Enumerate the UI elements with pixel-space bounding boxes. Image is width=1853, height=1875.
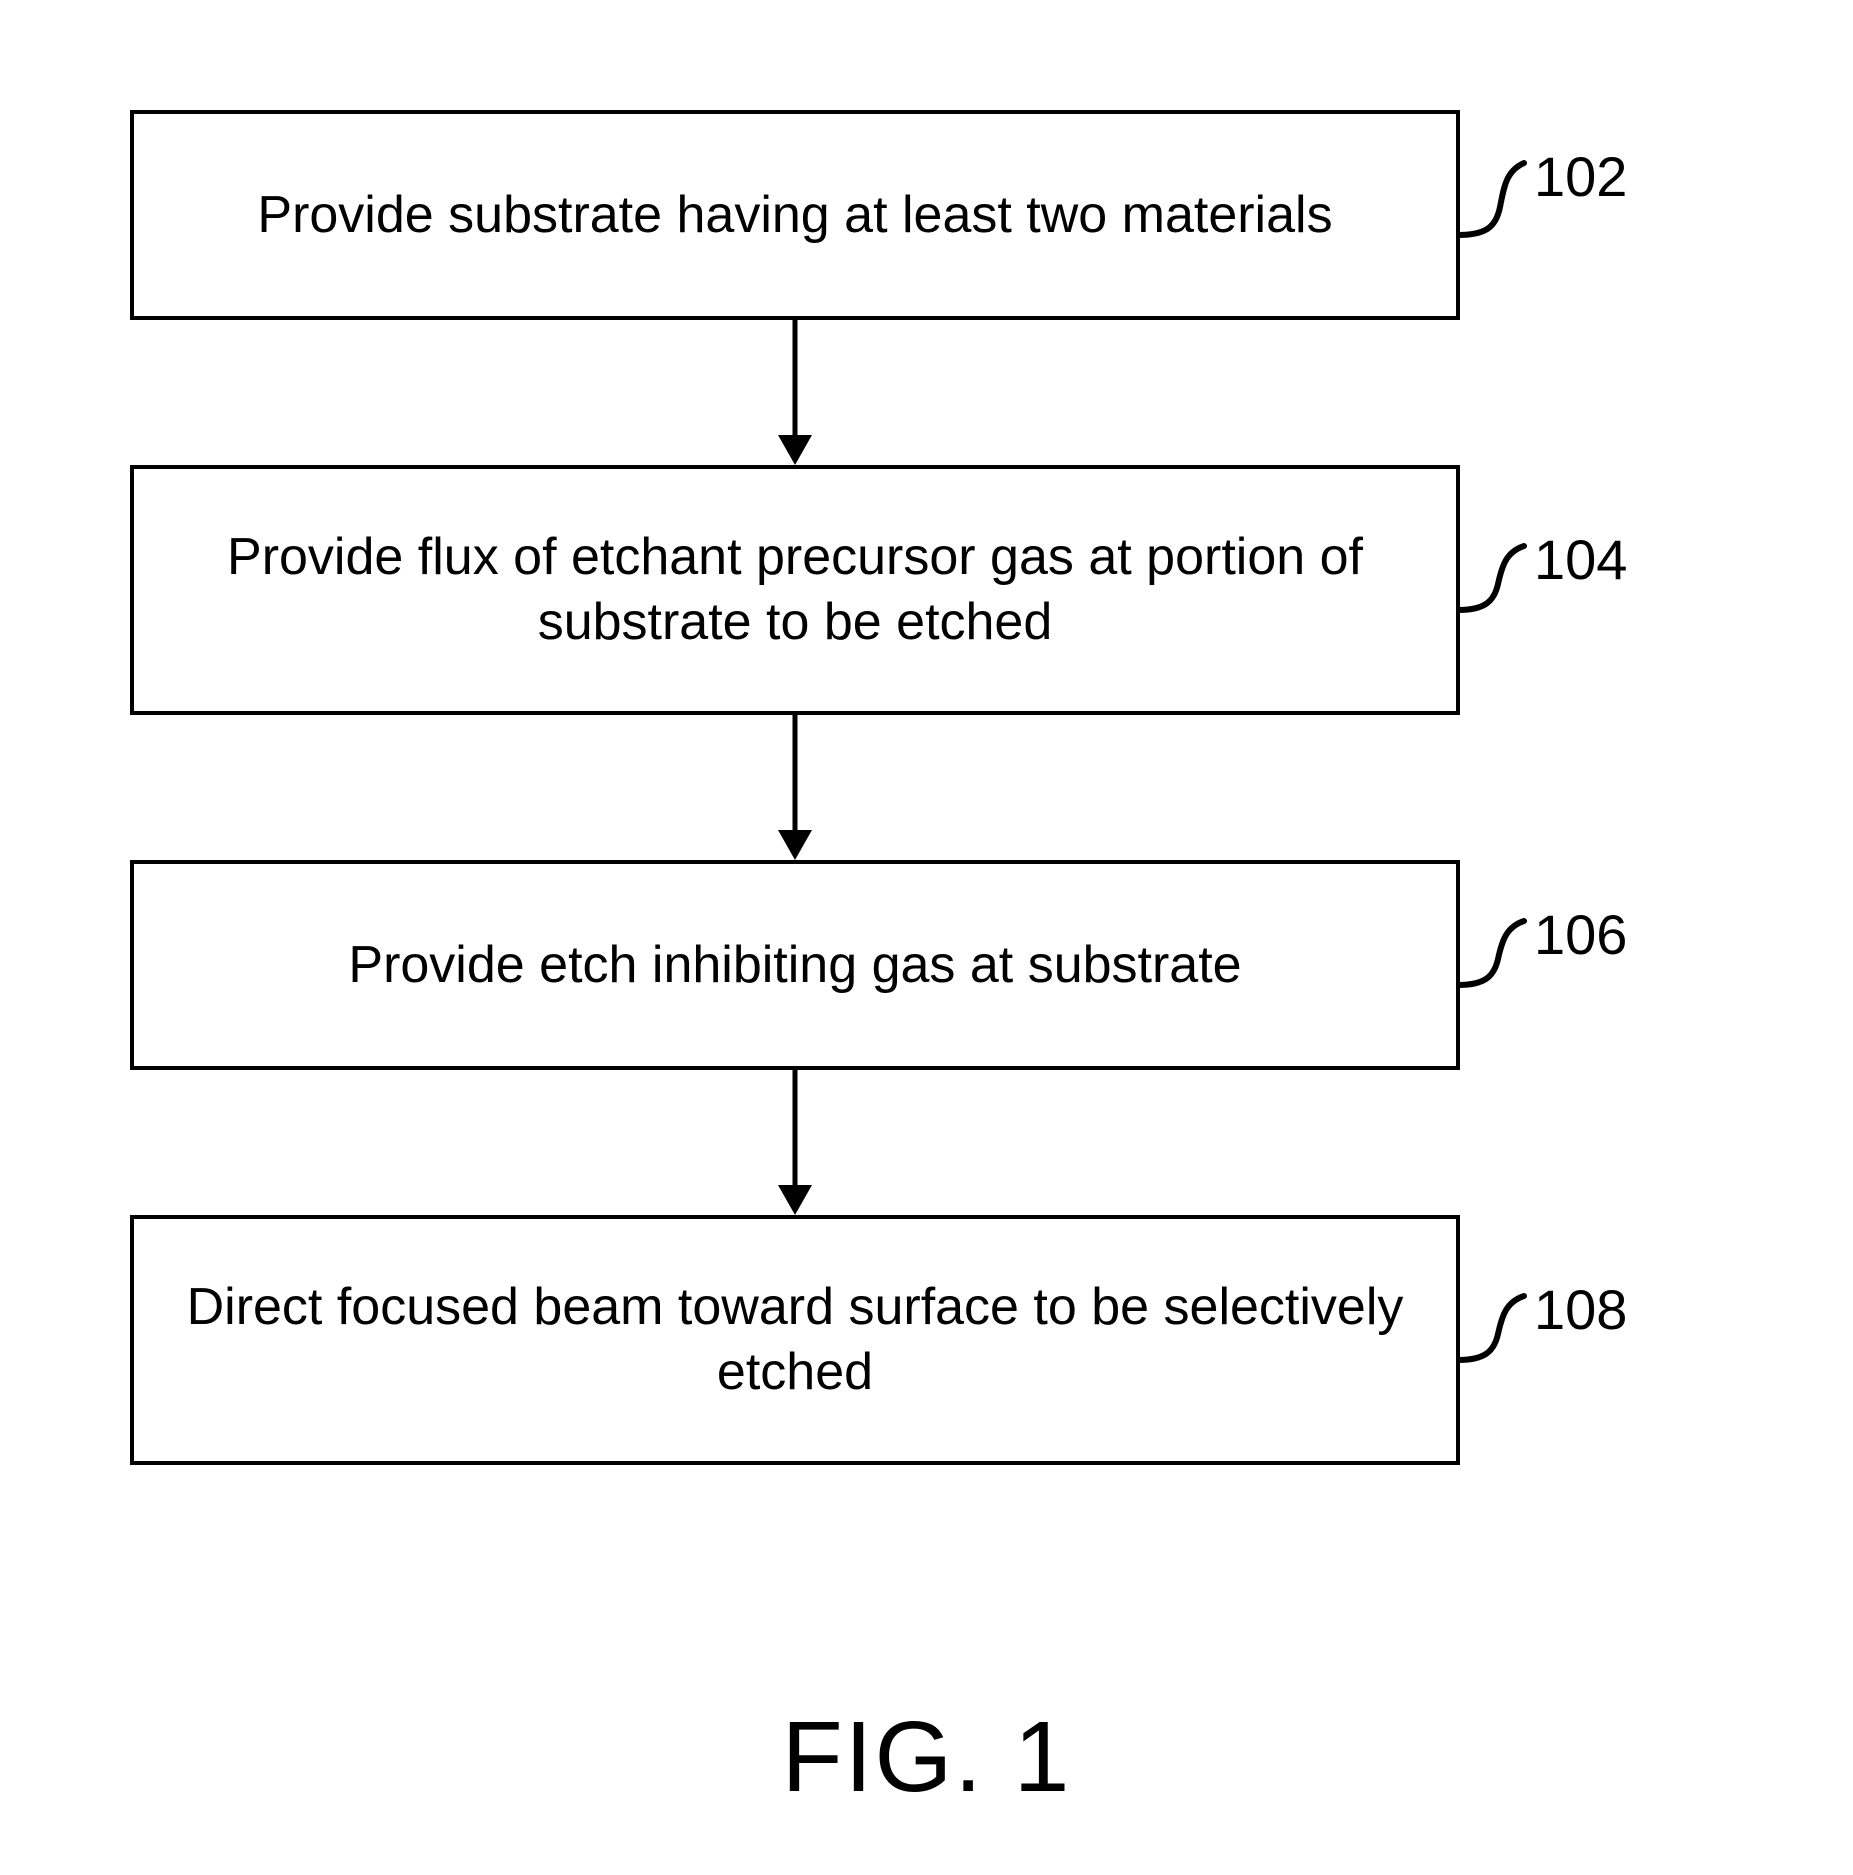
arrow-down-icon	[774, 320, 816, 465]
flowchart-container: Provide substrate having at least two ma…	[130, 110, 1680, 1465]
arrow-down-icon	[774, 715, 816, 860]
arrow-down-icon	[774, 1070, 816, 1215]
figure-caption: FIG. 1	[0, 1700, 1853, 1815]
reference-number: 104	[1534, 527, 1627, 592]
flow-step-text: Provide substrate having at least two ma…	[257, 183, 1332, 248]
flow-arrow	[130, 1070, 1460, 1215]
flow-step-text: Provide flux of etchant precursor gas at…	[164, 525, 1426, 655]
flow-step-box: Provide etch inhibiting gas at substrate	[130, 860, 1460, 1070]
flow-step: Direct focused beam toward surface to be…	[130, 1215, 1680, 1465]
flow-step: Provide flux of etchant precursor gas at…	[130, 465, 1680, 715]
flow-step: Provide etch inhibiting gas at substrate…	[130, 860, 1680, 1070]
reference-number: 108	[1534, 1277, 1627, 1342]
reference-label-group: 108	[1456, 1298, 1627, 1382]
reference-curve-icon	[1456, 149, 1528, 249]
reference-label-group: 104	[1456, 548, 1627, 632]
flow-step-text: Provide etch inhibiting gas at substrate	[348, 933, 1241, 998]
reference-curve-icon	[1456, 907, 1528, 1007]
reference-number: 102	[1534, 144, 1627, 209]
flow-step-text: Direct focused beam toward surface to be…	[164, 1275, 1426, 1405]
reference-curve-icon	[1456, 532, 1528, 632]
flow-step: Provide substrate having at least two ma…	[130, 110, 1680, 320]
flow-step-box: Provide flux of etchant precursor gas at…	[130, 465, 1460, 715]
flow-arrow	[130, 320, 1460, 465]
flow-arrow	[130, 715, 1460, 860]
reference-label-group: 102	[1456, 181, 1627, 249]
reference-label-group: 106	[1456, 923, 1627, 1007]
flow-step-box: Direct focused beam toward surface to be…	[130, 1215, 1460, 1465]
reference-curve-icon	[1456, 1282, 1528, 1382]
reference-number: 106	[1534, 902, 1627, 967]
flow-step-box: Provide substrate having at least two ma…	[130, 110, 1460, 320]
